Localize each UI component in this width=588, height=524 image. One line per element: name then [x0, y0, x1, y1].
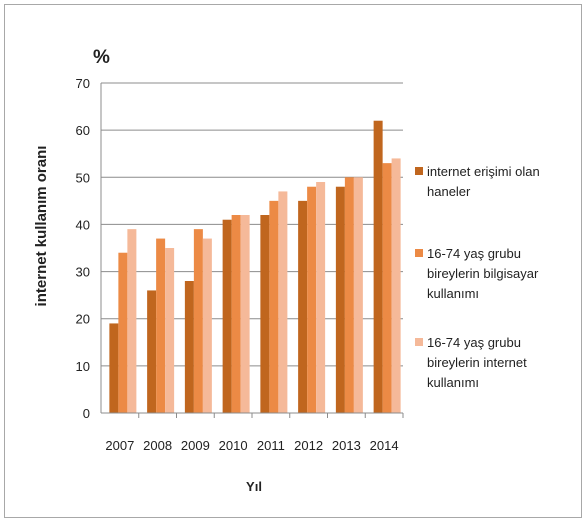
legend-label-2: 16-74 yaş grubu: [427, 246, 521, 261]
y-tick-label: 0: [83, 406, 90, 421]
bar-3-2011: [278, 191, 288, 413]
y-tick-label: 60: [76, 123, 90, 138]
y-tick-label: 40: [76, 217, 90, 232]
bar-1-2010: [222, 219, 232, 413]
legend-label-3: 16-74 yaş grubu: [427, 335, 521, 350]
bar-3-2007: [127, 229, 137, 413]
y-tick-label: 10: [76, 359, 90, 374]
bar-1-2011: [260, 215, 270, 413]
bar-1-2009: [184, 281, 194, 413]
bar-3-2012: [316, 182, 326, 413]
x-tick-label: 2013: [332, 438, 361, 453]
bar-2-2011: [269, 200, 279, 413]
unit-label: %: [93, 47, 110, 68]
legend-swatch-3: [415, 338, 423, 346]
y-tick-label: 70: [76, 76, 90, 91]
bar-1-2013: [335, 186, 345, 413]
legend-label-1: haneler: [427, 184, 471, 199]
chart-frame: 0 10 20 30 40 50 60 70 2007 2008 2009 2010 2011 2012 2…: [4, 4, 582, 518]
bar-3-2009: [202, 238, 212, 413]
bar-3-2013: [353, 177, 363, 413]
x-tick-label: 2012: [294, 438, 323, 453]
legend-swatch-2: [415, 249, 423, 257]
bar-1-2014: [373, 120, 383, 413]
y-axis-title: internet kullanım oranı: [33, 146, 50, 307]
chart-canvas: 0 10 20 30 40 50 60 70 2007 2008 2009 2010 2011 2012 2…: [33, 47, 540, 494]
y-tick-label: 20: [76, 312, 90, 327]
legend-label-2: kullanımı: [427, 286, 479, 301]
x-tick-label: 2011: [257, 438, 285, 453]
legend-label-2: bireylerin bilgisayar: [427, 266, 539, 281]
x-tick-label: 2008: [143, 438, 172, 453]
axes: 0 10 20 30 40 50 60 70 2007 2008 2009 2010 2011 2012 2…: [76, 76, 404, 453]
bar-2-2008: [156, 238, 166, 413]
x-tick-label: 2007: [105, 438, 134, 453]
bar-2-2013: [344, 177, 354, 413]
bar-3-2008: [165, 248, 175, 413]
bar-1-2007: [109, 323, 119, 413]
legend: internet erişimi olan haneler 16-74 yaş gr…: [415, 164, 540, 390]
bar-2-2007: [118, 252, 128, 413]
bar-2-2014: [382, 163, 392, 413]
bars: [109, 120, 401, 413]
legend-swatch-1: [415, 167, 423, 175]
x-tick-label: 2010: [219, 438, 248, 453]
bar-3-2010: [240, 215, 250, 413]
legend-label-3: kullanımı: [427, 375, 479, 390]
bar-2-2010: [231, 215, 241, 413]
legend-label-3: bireylerin internet: [427, 355, 527, 370]
y-tick-label: 50: [76, 170, 90, 185]
bar-2-2009: [193, 229, 203, 413]
x-tick-label: 2014: [370, 438, 399, 453]
x-axis-title: Yıl: [246, 479, 262, 494]
y-tick-label: 30: [76, 265, 90, 280]
bar-3-2014: [391, 158, 401, 413]
bar-2-2012: [307, 186, 317, 413]
legend-label-1: internet erişimi olan: [427, 164, 540, 179]
bar-1-2012: [298, 200, 308, 413]
bar-1-2008: [147, 290, 157, 413]
x-tick-label: 2009: [181, 438, 210, 453]
